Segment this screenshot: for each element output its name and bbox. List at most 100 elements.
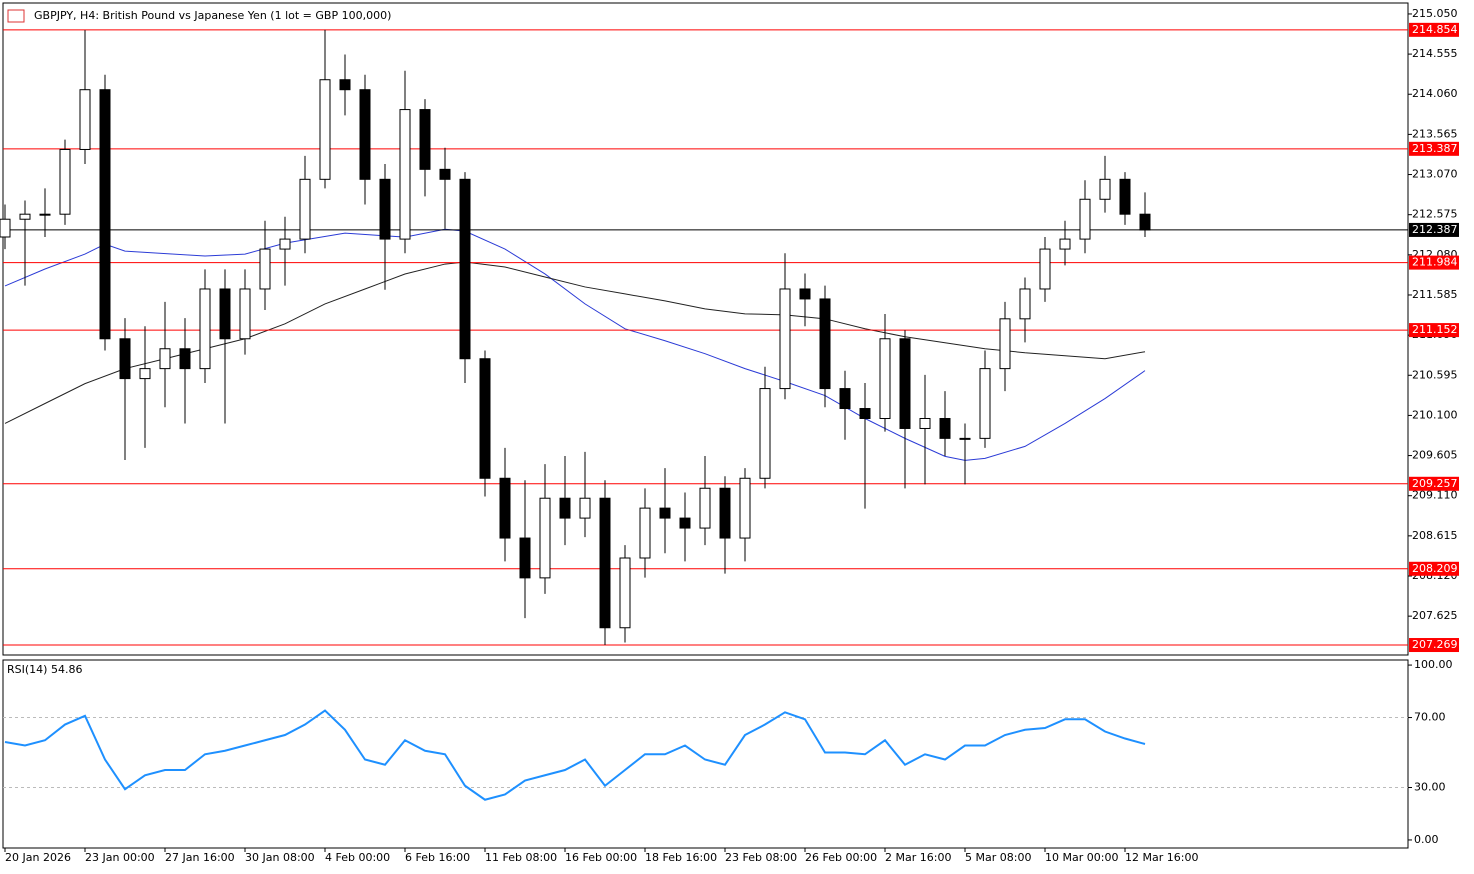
candle-body bbox=[659, 507, 671, 519]
candle-body bbox=[439, 168, 451, 180]
y-tick-label: 30.00 bbox=[1414, 780, 1446, 793]
level-label: 208.209 bbox=[1412, 562, 1458, 575]
candle-body bbox=[19, 213, 31, 220]
candle-body bbox=[399, 109, 411, 240]
candle-body bbox=[699, 487, 711, 529]
main-panel bbox=[2, 2, 1409, 656]
candle-body bbox=[639, 507, 651, 559]
candle-body bbox=[59, 148, 71, 215]
candle-body bbox=[479, 358, 491, 479]
candle-body bbox=[959, 437, 971, 440]
level-label: 207.269 bbox=[1412, 638, 1458, 651]
y-tick-label: 207.625 bbox=[1412, 609, 1458, 622]
rsi-title: RSI(14) 54.86 bbox=[7, 663, 82, 676]
level-label: 209.257 bbox=[1412, 477, 1458, 490]
x-tick-label: 23 Feb 08:00 bbox=[725, 851, 797, 864]
y-tick-label: 214.555 bbox=[1412, 47, 1458, 60]
candle-body bbox=[339, 79, 351, 91]
y-tick-label: 208.615 bbox=[1412, 529, 1458, 542]
candle-body bbox=[1019, 288, 1031, 320]
x-tick-label: 5 Mar 08:00 bbox=[965, 851, 1031, 864]
level-label: 211.984 bbox=[1412, 256, 1458, 269]
candle-body bbox=[279, 238, 291, 250]
level-label-box bbox=[1409, 561, 1459, 576]
candle-body bbox=[559, 497, 571, 519]
candle-body bbox=[1079, 198, 1091, 240]
candle-body bbox=[499, 477, 511, 539]
y-tick-label: 211.585 bbox=[1412, 288, 1458, 301]
candle-body bbox=[779, 288, 791, 390]
candle-body bbox=[419, 109, 431, 170]
candle-body bbox=[819, 298, 831, 390]
y-tick-label: 210.100 bbox=[1412, 408, 1458, 421]
level-label-box bbox=[1409, 476, 1459, 491]
level-label-box bbox=[1409, 638, 1459, 653]
moving-average bbox=[4, 261, 1146, 424]
candle-body bbox=[219, 288, 231, 340]
y-tick-label: 210.595 bbox=[1412, 368, 1458, 381]
candle-body bbox=[799, 288, 811, 300]
candle-body bbox=[379, 178, 391, 240]
candle-body bbox=[619, 557, 631, 629]
x-tick-label: 16 Feb 00:00 bbox=[565, 851, 637, 864]
level-label-box bbox=[1409, 22, 1459, 37]
candle-body bbox=[1059, 238, 1071, 250]
candle-body bbox=[139, 368, 151, 380]
candle-body bbox=[119, 338, 131, 380]
y-tick-label: 215.050 bbox=[1412, 7, 1458, 20]
x-tick-label: 2 Mar 16:00 bbox=[885, 851, 951, 864]
candle-body bbox=[999, 318, 1011, 370]
candle-body bbox=[239, 288, 251, 340]
y-tick-label: 214.060 bbox=[1412, 87, 1458, 100]
last-price-label: 212.387 bbox=[1412, 223, 1458, 236]
candle-body bbox=[199, 288, 211, 370]
candle-body bbox=[919, 417, 931, 429]
candle-body bbox=[879, 338, 891, 419]
x-tick-label: 23 Jan 00:00 bbox=[85, 851, 155, 864]
y-tick-label: 213.070 bbox=[1412, 168, 1458, 181]
x-tick-label: 26 Feb 00:00 bbox=[805, 851, 877, 864]
level-label-box bbox=[1409, 323, 1459, 338]
candle-body bbox=[1099, 178, 1111, 200]
candle-body bbox=[1039, 248, 1051, 290]
candle-body bbox=[359, 89, 371, 180]
candle-body bbox=[99, 89, 111, 340]
x-tick-label: 10 Mar 00:00 bbox=[1045, 851, 1118, 864]
symbol-icon bbox=[7, 9, 25, 23]
x-tick-label: 18 Feb 16:00 bbox=[645, 851, 717, 864]
candle-body bbox=[459, 178, 471, 360]
level-label-box bbox=[1409, 255, 1459, 270]
candle-body bbox=[859, 408, 871, 419]
y-tick-label: 70.00 bbox=[1414, 711, 1446, 724]
candle-body bbox=[79, 89, 91, 150]
candle-body bbox=[1139, 213, 1151, 231]
candle-body bbox=[39, 213, 51, 216]
y-tick-label: 100.00 bbox=[1414, 658, 1453, 671]
candle-body bbox=[719, 487, 731, 539]
candle-body bbox=[159, 348, 171, 370]
candle-body bbox=[179, 348, 191, 370]
candle-body bbox=[299, 178, 311, 240]
candle-body bbox=[599, 497, 611, 629]
x-tick-label: 12 Mar 16:00 bbox=[1125, 851, 1198, 864]
candle-body bbox=[259, 248, 271, 290]
candle-body bbox=[939, 417, 951, 439]
candle-body bbox=[899, 338, 911, 429]
candle-body bbox=[839, 388, 851, 410]
rsi-line bbox=[4, 709, 1146, 801]
x-tick-label: 20 Jan 2026 bbox=[5, 851, 71, 864]
chart-title: GBPJPY, H4: British Pound vs Japanese Ye… bbox=[34, 9, 391, 22]
x-tick-label: 4 Feb 00:00 bbox=[325, 851, 390, 864]
candle-body bbox=[739, 477, 751, 539]
y-tick-label: 209.605 bbox=[1412, 449, 1458, 462]
candle-body bbox=[679, 517, 691, 529]
level-label: 214.854 bbox=[1412, 23, 1458, 36]
level-label: 211.152 bbox=[1412, 323, 1458, 336]
y-tick-label: 0.00 bbox=[1414, 833, 1439, 846]
candle-body bbox=[1119, 178, 1131, 215]
last-price-box bbox=[1409, 222, 1459, 237]
x-tick-label: 11 Feb 08:00 bbox=[485, 851, 557, 864]
candle-body bbox=[519, 537, 531, 579]
